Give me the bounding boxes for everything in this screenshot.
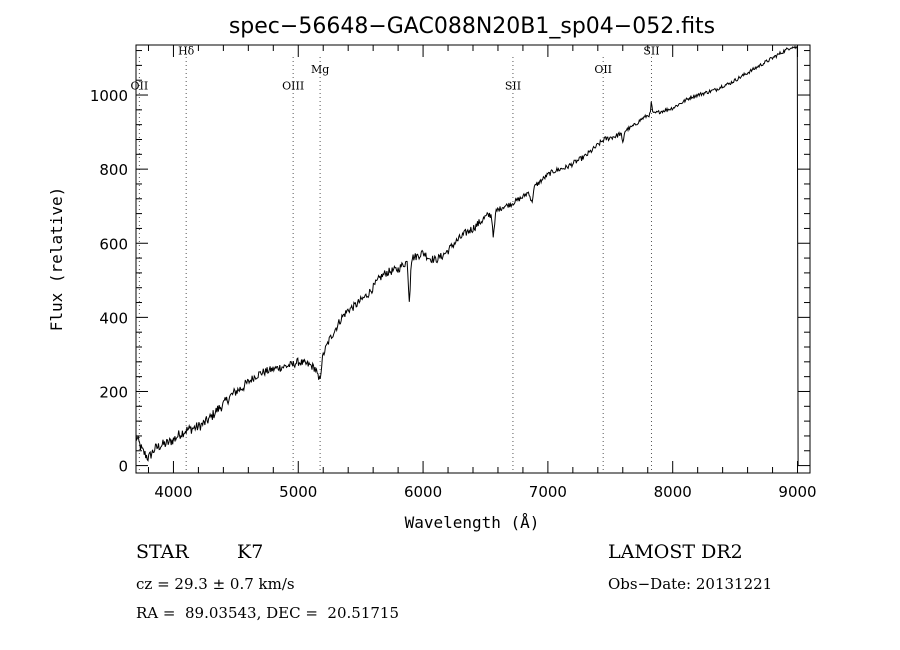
x-tick-label: 8000 — [654, 483, 692, 501]
y-axis-label: Flux (relative) — [47, 187, 66, 332]
plot-frame — [135, 44, 811, 474]
x-tick-label: 5000 — [279, 483, 317, 501]
object-subclass: K7 — [237, 541, 264, 563]
x-tick-label: 6000 — [404, 483, 442, 501]
x-axis-label: Wavelength (Å) — [405, 513, 540, 532]
line-marker-label: SII — [505, 79, 521, 92]
axes: 4000 5000 6000 7000 8000 9000 0 200 400 600 800 100… — [90, 45, 817, 501]
observation-date: Obs−Date: 20131221 — [608, 575, 773, 593]
line-marker-label: OIII — [282, 79, 304, 92]
y-tick-label: 800 — [99, 161, 128, 179]
y-tick-label: 1000 — [90, 87, 128, 105]
redshift-cz: cz = 29.3 ± 0.7 km/s — [136, 575, 295, 593]
y-tick-label: 0 — [118, 458, 128, 476]
y-tick-label: 400 — [99, 309, 128, 327]
line-marker-label: OII — [131, 79, 149, 92]
line-marker-label: SII — [643, 44, 659, 57]
y-tick-label: 600 — [99, 235, 128, 253]
y-tick-label: 200 — [99, 383, 128, 401]
x-tick-label: 7000 — [529, 483, 567, 501]
emission-line-markers: OII Hδ OIII Mg SII OII SII — [131, 44, 660, 473]
x-tick-label: 4000 — [154, 483, 192, 501]
x-tick-label: 9000 — [778, 483, 816, 501]
line-marker-label: Mg — [311, 63, 329, 76]
line-marker-label: Hδ — [178, 44, 195, 57]
object-type: STAR — [136, 541, 189, 563]
spectrum-line — [135, 45, 799, 466]
coordinates: RA = 89.03543, DEC = 20.51715 — [136, 604, 400, 622]
line-marker-label: OII — [594, 63, 612, 76]
survey-name: LAMOST DR2 — [608, 541, 743, 563]
chart-title: spec−56648−GAC088N20B1_sp04−052.fits — [229, 14, 715, 39]
